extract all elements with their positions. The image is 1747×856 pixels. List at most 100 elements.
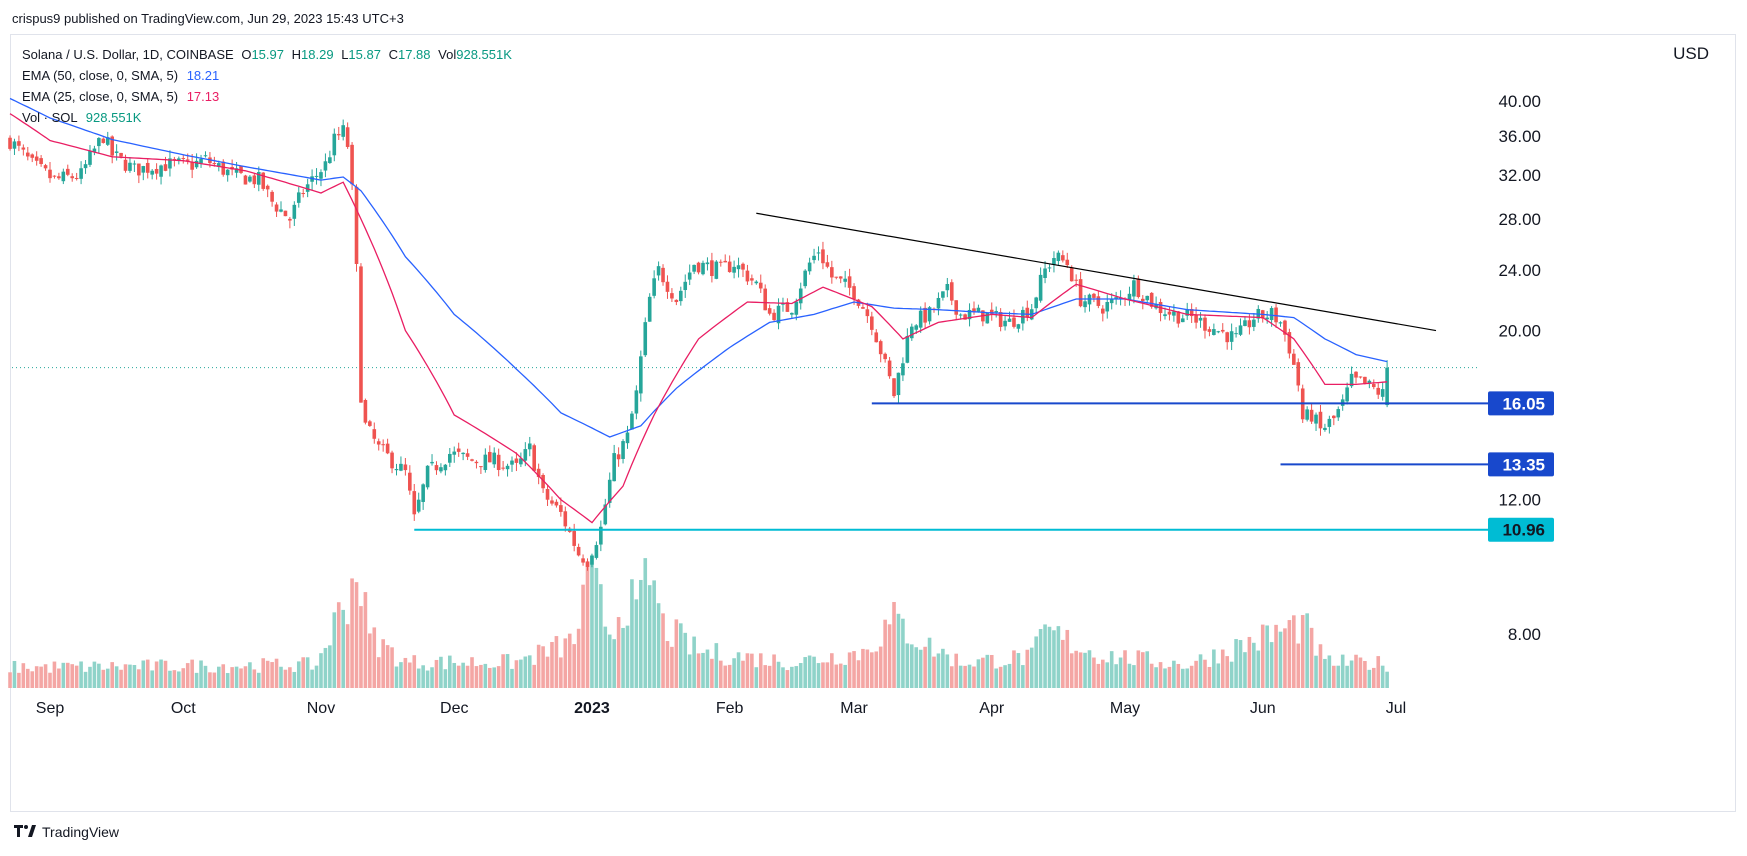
candle-body (185, 159, 190, 161)
volume-bar (861, 648, 865, 688)
candle-body (1189, 309, 1194, 317)
candle (1167, 306, 1172, 321)
candle (647, 293, 652, 322)
volume-bar (767, 665, 772, 688)
candle-body (1336, 409, 1341, 418)
candle (750, 274, 754, 286)
candle (39, 155, 43, 167)
candle (861, 303, 865, 309)
candle (763, 284, 768, 311)
volume-bar (34, 666, 39, 688)
volume-bar (408, 662, 412, 688)
candle-body (985, 312, 990, 324)
high-value: 18.29 (301, 47, 334, 62)
candle (1016, 323, 1021, 333)
candle-body (1038, 274, 1043, 301)
y-tick-label: 8.00 (1508, 625, 1541, 644)
volume-bar (1052, 630, 1056, 688)
volume-bar (1327, 655, 1332, 688)
volume-bar (465, 665, 470, 688)
candle-body (541, 474, 545, 489)
volume-bar (79, 661, 83, 688)
candle (79, 161, 83, 185)
candle (1078, 271, 1083, 308)
volume-bar (21, 663, 26, 688)
volume-bar (852, 651, 856, 688)
level-badge (1488, 517, 1554, 542)
candle (288, 216, 292, 229)
candle (1127, 286, 1132, 306)
volume-bar (781, 667, 785, 688)
ema50-label: EMA (50, close, 0, SMA, 5) (22, 68, 179, 83)
candle-body (354, 186, 359, 264)
volume-bar (248, 662, 252, 688)
candle-body (909, 326, 914, 339)
ema25-legend-row[interactable]: EMA (25, close, 0, SMA, 5) 17.13 (22, 86, 512, 107)
candle-body (1167, 311, 1172, 315)
candle (1207, 326, 1212, 337)
volume-bars (8, 554, 1389, 688)
volume-bar (607, 634, 612, 688)
volume-bar (692, 636, 696, 688)
candle-body (159, 165, 163, 177)
symbol-legend-row[interactable]: Solana / U.S. Dollar, 1D, COINBASE O15.9… (22, 44, 512, 65)
volume-bar (1167, 666, 1172, 688)
candle (434, 461, 439, 475)
candle-body (1105, 302, 1110, 312)
candle (256, 166, 261, 192)
volume-bar (39, 666, 43, 688)
candle-body (1318, 411, 1323, 429)
candle-body (652, 278, 656, 296)
candle (12, 138, 17, 155)
volume-bar (625, 625, 630, 688)
candle-body (270, 191, 274, 202)
candle-body (110, 136, 114, 156)
volume-legend-row[interactable]: Vol · SOL 928.551K (22, 107, 512, 128)
candle-body (710, 260, 714, 277)
candle-body (714, 261, 719, 279)
candle-body (479, 466, 483, 468)
candle (487, 445, 492, 463)
candle-body (1216, 331, 1221, 333)
candle-body (665, 281, 670, 292)
candle (1105, 294, 1110, 319)
candle (190, 154, 194, 179)
candle-body (572, 531, 576, 546)
candle-body (443, 464, 448, 471)
ema50-legend-row[interactable]: EMA (50, close, 0, SMA, 5) 18.21 (22, 65, 512, 86)
volume-bar (936, 653, 941, 688)
volume-bar (1305, 613, 1309, 688)
candle (354, 184, 359, 272)
volume-bar (1132, 665, 1136, 688)
volume-bar (736, 652, 741, 688)
volume-bar (283, 669, 288, 688)
volume-bar (314, 665, 319, 688)
candle-body (1194, 314, 1198, 323)
candle-body (221, 161, 226, 175)
candle-body (958, 314, 963, 316)
volume-bar (137, 669, 141, 688)
volume-bar (1292, 615, 1296, 688)
candle (918, 306, 923, 333)
volume-bar (550, 642, 554, 688)
candle-body (896, 372, 901, 396)
candle-body (1083, 301, 1087, 308)
currency-label[interactable]: USD (1673, 44, 1709, 63)
candle-body (847, 276, 852, 288)
candle-body (181, 158, 186, 160)
candle (825, 254, 830, 269)
candle (390, 450, 394, 474)
candle (616, 447, 621, 467)
candle-body (554, 501, 559, 506)
candle (909, 323, 914, 341)
volume-bar (1296, 643, 1301, 688)
tradingview-logo[interactable]: TradingView (14, 824, 119, 840)
candle (581, 554, 585, 566)
volume-bar (741, 660, 745, 688)
candle-body (265, 185, 270, 190)
candle (621, 439, 625, 464)
candle-body (88, 150, 92, 165)
candle (1336, 406, 1341, 421)
candle (301, 188, 306, 198)
